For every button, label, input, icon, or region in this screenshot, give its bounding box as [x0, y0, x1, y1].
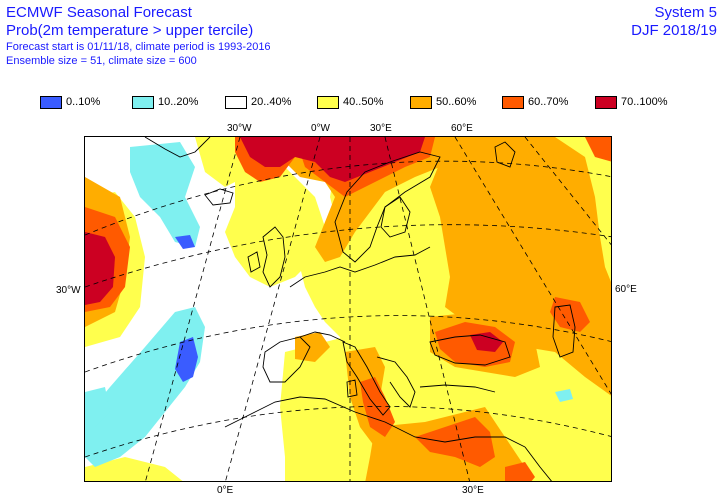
coast-finland: [380, 196, 411, 238]
coast-black-sea: [429, 334, 511, 366]
forecast-info: Forecast start is 01/11/18, climate peri…: [6, 41, 271, 53]
coast-ireland: [247, 251, 261, 273]
orange-iberia-spot: [295, 332, 330, 362]
map-subtitle: Prob(2m temperature > upper tercile): [6, 22, 254, 39]
darkorange-italy: [360, 377, 395, 437]
graticule-lat-3: [85, 315, 611, 373]
coast-scandinavia: [334, 151, 441, 263]
graticule-lon-6: [524, 137, 611, 246]
legend-swatch: [132, 96, 154, 109]
yellow-southwest: [85, 457, 183, 481]
legend-label: 60..70%: [528, 96, 569, 108]
legend-swatch: [595, 96, 617, 109]
coastlines: [144, 137, 576, 481]
graticule-lat-1: [85, 160, 611, 236]
graticule-lon-2: [225, 137, 321, 481]
coast-caspian: [552, 304, 576, 358]
coast-france-med: [299, 331, 346, 343]
coast-north-europe: [289, 246, 431, 288]
legend-label: 0..10%: [66, 96, 101, 108]
coast-north-africa: [224, 396, 526, 448]
graticule: [85, 137, 611, 481]
blue-atlantic: [175, 337, 198, 382]
legend-swatch: [410, 96, 432, 109]
cyan-left-edge: [85, 387, 110, 427]
system-block: System 5 DJF 2018/19: [631, 4, 717, 40]
cyan-subtropical-atlantic: [85, 307, 205, 467]
map-title: ECMWF Seasonal Forecast: [6, 4, 192, 21]
coast-sardinia: [346, 379, 358, 398]
top-label-0w: 0°W: [311, 123, 330, 134]
map-panel: [84, 136, 612, 482]
coast-iberia: [262, 336, 311, 383]
legend-swatch: [225, 96, 247, 109]
cyan-small-east: [555, 389, 573, 402]
prob-10-20-areas: [85, 142, 573, 467]
orange-russia: [430, 137, 611, 396]
coast-iceland: [204, 188, 234, 206]
prob-70-100-areas: [85, 137, 503, 352]
left-label-30w: 30°W: [56, 285, 81, 296]
legend-swatch: [40, 96, 62, 109]
darkorange-libya: [415, 417, 495, 467]
red-blacksea: [470, 332, 503, 352]
red-arctic: [240, 137, 425, 182]
top-label-60e: 60°E: [451, 123, 473, 134]
top-label-30e: 30°E: [370, 123, 392, 134]
legend-label: 70..100%: [621, 96, 668, 108]
darkorange-topright: [585, 137, 611, 162]
bottom-label-30e: 30°E: [462, 485, 484, 496]
darkorange-caspian: [550, 297, 590, 332]
title-block: ECMWF Seasonal Forecast Prob(2m temperat…: [6, 4, 271, 68]
graticule-lon-5: [454, 137, 611, 395]
ensemble-info: Ensemble size = 51, climate size = 600: [6, 55, 197, 67]
top-label-30w: 30°W: [227, 123, 252, 134]
coast-italy: [342, 341, 391, 416]
graticule-lat-2: [85, 224, 611, 288]
red-west: [85, 232, 115, 305]
coast-novaya-zemlya: [494, 141, 516, 168]
darkorange-egypt: [505, 462, 535, 481]
orange-top-right: [505, 137, 560, 162]
coast-turkey: [419, 384, 496, 393]
legend-swatch: [502, 96, 524, 109]
legend-label: 20..40%: [251, 96, 292, 108]
forecast-map: [85, 137, 611, 481]
system-label: System 5: [654, 4, 717, 21]
legend-label: 50..60%: [436, 96, 477, 108]
prob-0-10-areas: [175, 235, 198, 382]
coast-red-sea: [524, 446, 552, 481]
coast-britain: [262, 226, 286, 288]
blue-small-north: [175, 235, 195, 249]
season-label: DJF 2018/19: [631, 22, 717, 39]
graticule-lon-1: [145, 137, 241, 481]
legend-label: 40..50%: [343, 96, 384, 108]
legend-swatch: [317, 96, 339, 109]
legend-label: 10..20%: [158, 96, 199, 108]
right-label-60e: 60°E: [615, 284, 637, 295]
coast-greenland: [144, 137, 211, 158]
cyan-north-atlantic: [130, 142, 200, 247]
coast-balkans: [376, 356, 416, 408]
bottom-label-0e: 0°E: [217, 485, 234, 496]
